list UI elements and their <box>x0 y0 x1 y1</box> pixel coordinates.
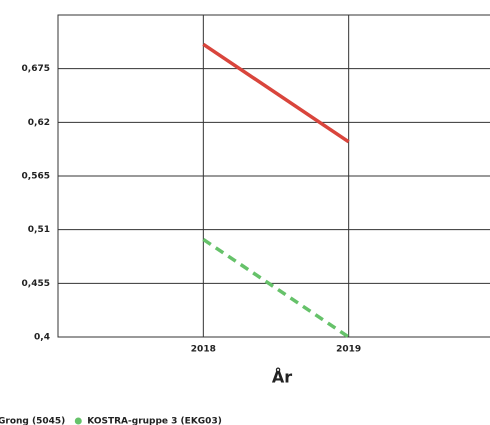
y-tick-label: 0,455 <box>22 279 50 289</box>
legend-label: KOSTRA-gruppe 3 (EKG03) <box>87 417 222 425</box>
y-tick-label: 0,565 <box>22 172 50 182</box>
x-tick-label: 2019 <box>336 345 361 355</box>
y-tick-label: 0,4 <box>34 333 50 343</box>
y-tick-label: 0,51 <box>28 225 50 235</box>
series-line <box>202 237 350 339</box>
legend-label: Grong (5045) <box>0 417 65 425</box>
series-line <box>202 42 350 144</box>
legend-marker <box>74 417 82 425</box>
y-tick-label: 0,675 <box>22 64 50 74</box>
y-tick-label: 0,62 <box>28 118 50 128</box>
x-axis-label: År <box>272 368 292 387</box>
x-tick-label: 2018 <box>191 345 216 355</box>
